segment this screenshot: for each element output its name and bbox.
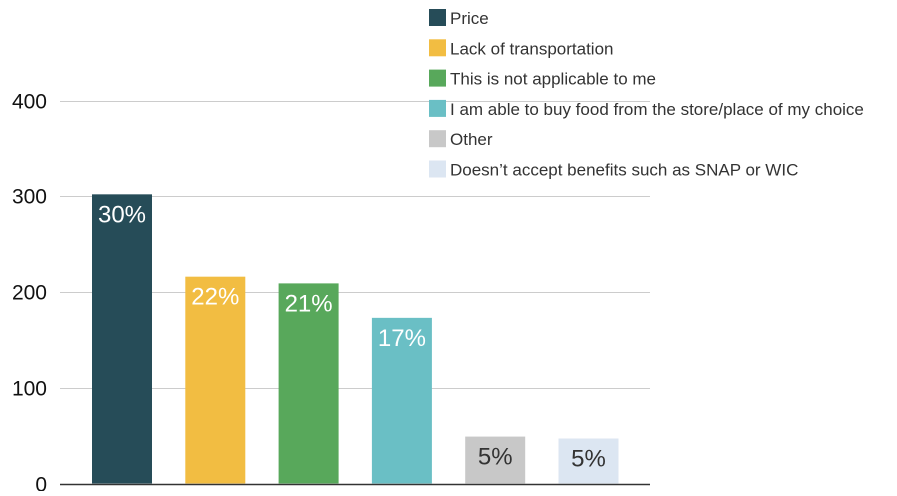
y-axis-ticks: 0 100 200 300 400 (12, 91, 47, 496)
y-tick-label-100: 100 (12, 378, 47, 401)
legend-label-5: Other (450, 130, 493, 149)
bar-data-labels: 30% 22% 21% 17% 5% 5% (98, 201, 606, 472)
bar-3 (278, 283, 339, 484)
bar-5 (465, 436, 526, 484)
legend-swatch-1 (429, 9, 446, 26)
gridlines (60, 101, 650, 486)
y-tick-label-400: 400 (12, 91, 47, 114)
y-tick-label-200: 200 (12, 282, 47, 305)
bar-1 (92, 194, 152, 484)
y-tick-label-0: 0 (35, 474, 47, 492)
bar-4 (371, 317, 432, 484)
bar-data-label-5: 5% (478, 444, 513, 471)
bar-2 (185, 276, 246, 484)
legend-label-3: This is not applicable to me (450, 70, 656, 89)
legend-swatch-4 (429, 99, 446, 117)
bar-data-label-3: 21% (285, 290, 333, 317)
bar-data-label-6: 5% (571, 445, 606, 472)
legend-swatch-6 (429, 160, 446, 178)
legend-label-2: Lack of transportation (450, 39, 613, 58)
y-tick-label-300: 300 (12, 186, 47, 209)
legend-label-6: Doesn’t accept benefits such as SNAP or … (450, 161, 798, 180)
bar-6 (558, 438, 619, 484)
legend: Price Lack of transportation This is not a… (429, 9, 864, 180)
bar-data-label-2: 22% (191, 284, 239, 311)
legend-swatch-5 (429, 130, 446, 148)
bar-data-label-4: 17% (378, 325, 426, 352)
bars (92, 194, 619, 484)
bar-data-label-1: 30% (98, 201, 146, 228)
legend-swatch-2 (429, 39, 446, 57)
legend-label-4: I am able to buy food from the store/pla… (450, 100, 864, 119)
legend-label-1: Price (450, 9, 489, 28)
legend-swatch-3 (429, 69, 446, 87)
